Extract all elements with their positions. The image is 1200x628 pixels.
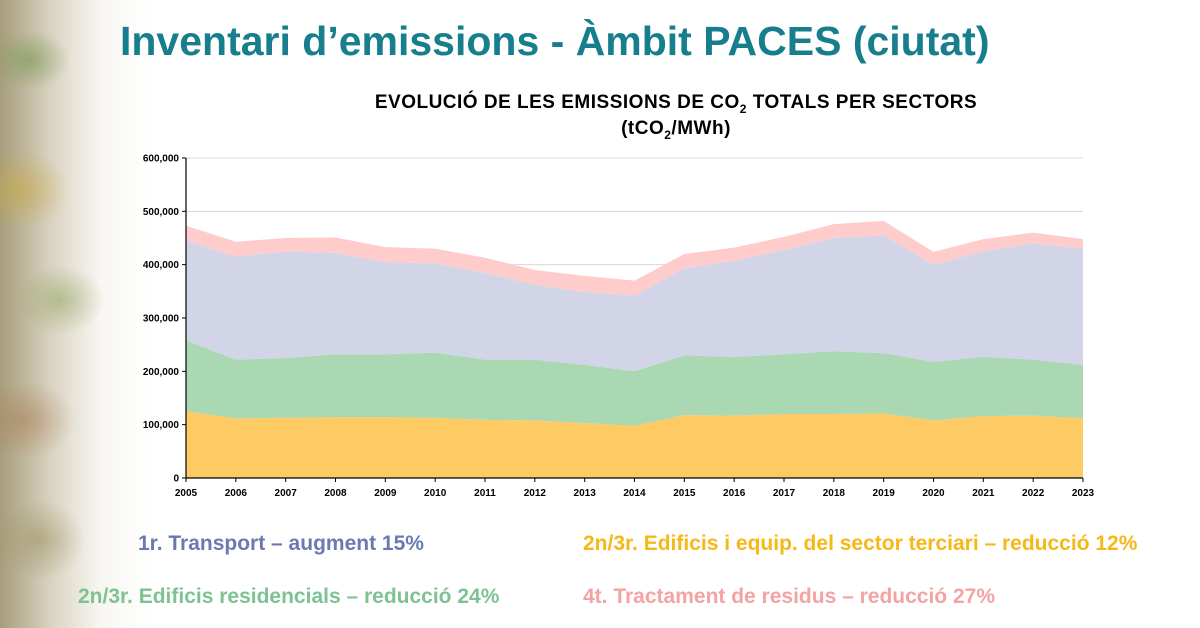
y-tick-label: 0 xyxy=(173,474,179,485)
x-tick-label: 2020 xyxy=(922,488,945,499)
chart-subtitle: (tCO2/MWh) xyxy=(186,118,1166,142)
x-tick-label: 2008 xyxy=(324,488,347,499)
chart-title-part: EVOLUCIÓ DE LES EMISSIONS DE CO xyxy=(374,92,740,113)
foliage-background-image xyxy=(0,0,190,628)
x-tick-label: 2005 xyxy=(175,488,198,499)
page-title: Inventari d’emissions - Àmbit PACES (ciu… xyxy=(120,18,990,64)
chart-title-part: TOTALS PER SECTORS xyxy=(746,92,978,113)
x-tick-label: 2014 xyxy=(623,488,646,499)
y-tick-label: 200,000 xyxy=(143,367,180,378)
chart-title-subscript: 2 xyxy=(739,101,747,116)
x-tick-label: 2012 xyxy=(524,488,547,499)
chart-subtitle-part: (tCO xyxy=(621,118,665,139)
x-tick-label: 2023 xyxy=(1072,488,1095,499)
x-tick-label: 2009 xyxy=(374,488,397,499)
x-tick-label: 2016 xyxy=(723,488,746,499)
legend-terciari: 2n/3r. Edificis i equip. del sector terc… xyxy=(583,532,1138,555)
y-tick-label: 300,000 xyxy=(143,314,180,325)
chart-subtitle-subscript: 2 xyxy=(664,127,672,142)
x-tick-label: 2022 xyxy=(1022,488,1045,499)
legend-residus: 4t. Tractament de residus – reducció 27% xyxy=(583,585,996,608)
legend-transport: 1r. Transport – augment 15% xyxy=(138,532,424,555)
area-series-2 xyxy=(186,235,1083,372)
x-tick-label: 2019 xyxy=(873,488,896,499)
x-tick-label: 2017 xyxy=(773,488,796,499)
legend-residencial: 2n/3r. Edificis residencials – reducció … xyxy=(78,585,500,608)
y-tick-label: 500,000 xyxy=(143,207,180,218)
area-series-0 xyxy=(186,411,1083,478)
area-series-1 xyxy=(186,340,1083,426)
x-tick-label: 2015 xyxy=(673,488,696,499)
area-series-3 xyxy=(186,220,1083,296)
x-tick-label: 2007 xyxy=(275,488,298,499)
x-tick-label: 2018 xyxy=(823,488,846,499)
x-tick-label: 2021 xyxy=(972,488,995,499)
x-tick-label: 2011 xyxy=(474,488,496,499)
y-tick-label: 100,000 xyxy=(143,420,180,431)
chart-title: EVOLUCIÓ DE LES EMISSIONS DE CO2 TOTALS … xyxy=(186,92,1166,116)
y-tick-label: 600,000 xyxy=(143,154,180,165)
chart-subtitle-part: /MWh) xyxy=(671,118,731,139)
y-tick-label: 400,000 xyxy=(143,260,180,271)
x-tick-label: 2010 xyxy=(424,488,447,499)
x-tick-label: 2013 xyxy=(574,488,597,499)
x-tick-label: 2006 xyxy=(225,488,248,499)
